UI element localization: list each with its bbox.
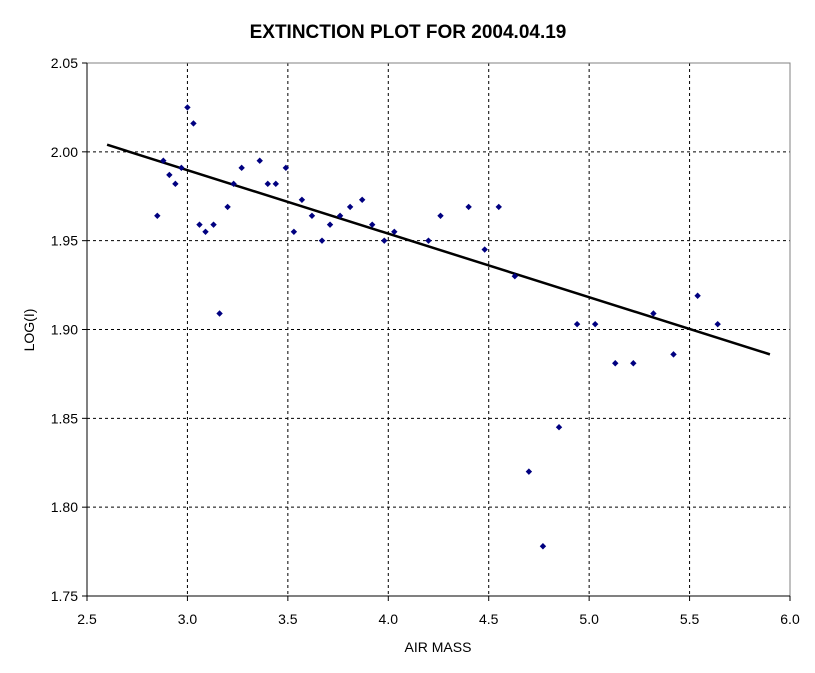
x-tick-label: 2.5	[77, 611, 97, 627]
data-point	[437, 212, 444, 219]
x-tick-label: 3.5	[278, 611, 298, 627]
y-tick-label: 2.00	[51, 144, 78, 160]
x-tick-label: 6.0	[780, 611, 800, 627]
data-point	[670, 351, 677, 358]
data-point	[714, 320, 721, 328]
data-point	[184, 104, 191, 111]
gridlines	[87, 63, 790, 596]
data-point	[630, 360, 637, 367]
y-tick-label: 1.95	[51, 233, 78, 249]
data-point	[216, 310, 223, 317]
axis-ticks: 1.75 1.80 1.85 1.90 1.95 2.00 2.05 2.5 3.0 3.5 4.0…	[51, 55, 800, 627]
y-tick-label: 1.85	[51, 410, 78, 426]
data-point	[196, 221, 203, 228]
data-point	[336, 212, 344, 219]
data-point	[539, 543, 547, 550]
data-point	[694, 292, 701, 299]
data-point	[481, 246, 488, 253]
data-point	[511, 273, 519, 280]
y-tick-label: 1.75	[51, 588, 78, 604]
y-tick-label: 2.05	[51, 55, 78, 71]
data-point	[154, 212, 161, 219]
data-point	[346, 203, 354, 211]
data-point	[425, 237, 432, 244]
data-point	[391, 228, 398, 235]
y-tick-label: 1.90	[51, 322, 78, 338]
data-point	[308, 212, 316, 219]
x-tick-label: 5.0	[579, 611, 599, 627]
plot-area	[86, 62, 791, 597]
data-point	[573, 320, 581, 328]
data-point	[224, 203, 231, 211]
y-tick-label: 1.80	[51, 499, 78, 515]
data-point	[172, 180, 179, 188]
x-tick-label: 4.0	[379, 611, 399, 627]
data-point	[282, 164, 290, 172]
data-point	[525, 468, 533, 475]
y-axis-label: LOG(I)	[21, 309, 37, 352]
data-point	[238, 164, 245, 172]
x-axis-label: AIR MASS	[405, 639, 472, 655]
x-tick-label: 5.5	[680, 611, 700, 627]
data-point	[166, 171, 173, 179]
data-point	[465, 203, 472, 211]
data-point	[495, 203, 502, 211]
chart-title: EXTINCTION PLOT FOR 2004.04.19	[250, 22, 567, 43]
data-point	[178, 164, 185, 172]
data-point	[298, 196, 306, 204]
data-point	[612, 360, 619, 367]
data-point	[272, 180, 280, 188]
data-point	[160, 157, 167, 164]
data-point	[591, 320, 599, 328]
data-point	[230, 180, 237, 188]
data-point	[358, 196, 366, 204]
x-tick-label: 4.5	[479, 611, 499, 627]
data-point	[256, 157, 263, 164]
data-point	[202, 228, 209, 235]
data-point	[650, 310, 657, 317]
data-point	[210, 221, 217, 228]
data-point	[369, 221, 376, 228]
data-point	[555, 424, 563, 431]
data-points	[154, 104, 721, 550]
data-point	[318, 237, 326, 244]
x-tick-label: 3.0	[178, 611, 198, 627]
trendline	[106, 143, 771, 356]
data-point	[264, 180, 271, 188]
data-point	[381, 237, 388, 244]
data-point	[290, 228, 298, 235]
data-point	[190, 120, 197, 127]
data-point	[326, 221, 334, 228]
